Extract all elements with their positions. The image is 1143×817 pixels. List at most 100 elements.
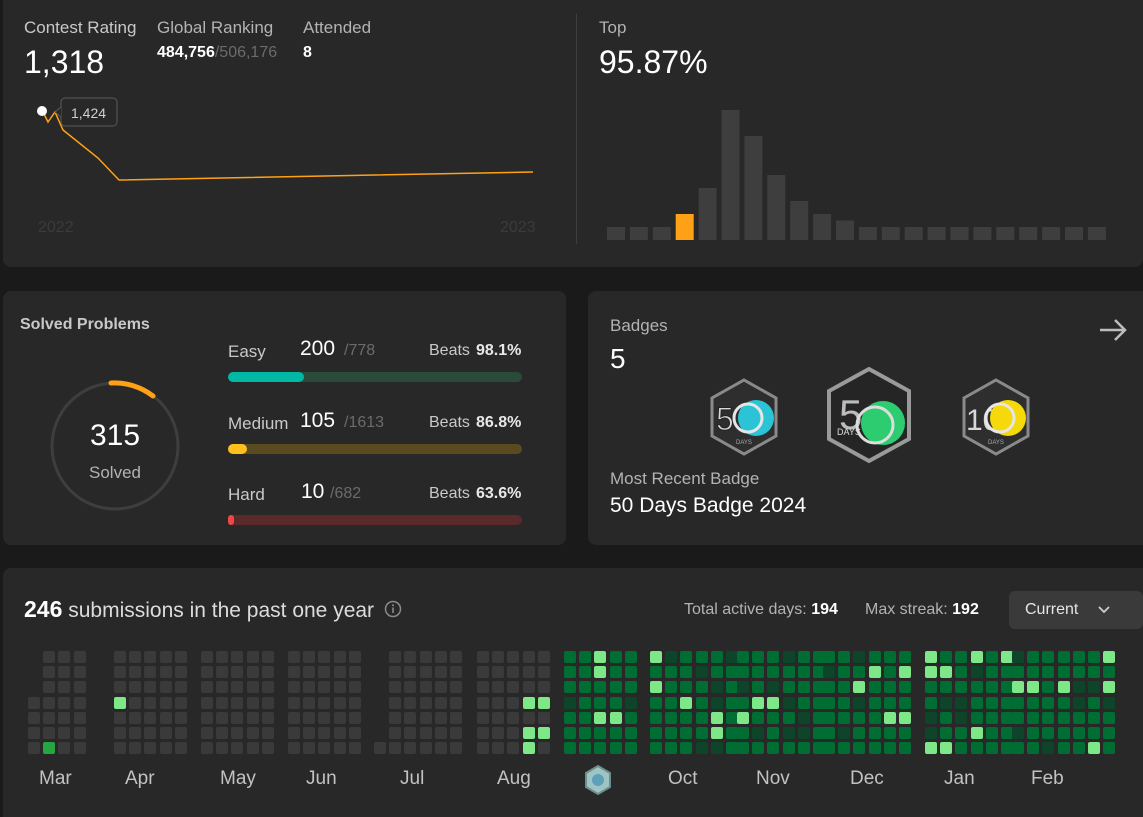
heatmap-day-cell[interactable]: [564, 666, 576, 679]
heatmap-day-cell[interactable]: [1072, 711, 1085, 724]
heatmap-day-cell[interactable]: [1103, 696, 1116, 709]
heatmap-day-cell[interactable]: [43, 711, 56, 724]
heatmap-day-cell[interactable]: [594, 711, 607, 724]
heatmap-day-cell[interactable]: [404, 651, 417, 663]
50-days-badge-icon[interactable]: 5 DAYS: [825, 367, 913, 465]
heatmap-day-cell[interactable]: [970, 742, 983, 755]
heatmap-day-cell[interactable]: [58, 711, 71, 724]
heatmap-day-cell[interactable]: [1012, 742, 1024, 755]
heatmap-day-cell[interactable]: [940, 696, 953, 709]
heatmap-day-cell[interactable]: [201, 727, 213, 739]
heatmap-day-cell[interactable]: [159, 696, 172, 709]
heatmap-day-cell[interactable]: [144, 681, 157, 694]
heatmap-day-cell[interactable]: [348, 742, 361, 755]
heatmap-day-cell[interactable]: [522, 711, 535, 724]
heatmap-day-cell[interactable]: [419, 696, 432, 709]
heatmap-day-cell[interactable]: [752, 742, 765, 755]
heatmap-day-cell[interactable]: [899, 666, 911, 679]
heatmap-day-cell[interactable]: [522, 727, 535, 739]
heatmap-day-cell[interactable]: [159, 681, 172, 694]
heatmap-day-cell[interactable]: [985, 742, 998, 755]
heatmap-day-cell[interactable]: [853, 666, 866, 679]
heatmap-day-cell[interactable]: [419, 666, 432, 679]
heatmap-day-cell[interactable]: [767, 651, 780, 663]
heatmap-day-cell[interactable]: [404, 681, 417, 694]
heatmap-day-cell[interactable]: [624, 711, 637, 724]
heatmap-day-cell[interactable]: [129, 666, 142, 679]
heatmap-day-cell[interactable]: [624, 651, 637, 663]
heatmap-day-cell[interactable]: [680, 727, 693, 739]
heatmap-day-cell[interactable]: [1042, 711, 1055, 724]
heatmap-day-cell[interactable]: [767, 727, 780, 739]
heatmap-day-cell[interactable]: [522, 696, 535, 709]
heatmap-day-cell[interactable]: [665, 742, 678, 755]
heatmap-day-cell[interactable]: [114, 696, 126, 709]
heatmap-day-cell[interactable]: [970, 711, 983, 724]
heatmap-day-cell[interactable]: [1088, 666, 1100, 679]
heatmap-day-cell[interactable]: [940, 711, 953, 724]
heatmap-day-cell[interactable]: [665, 666, 678, 679]
heatmap-day-cell[interactable]: [303, 666, 316, 679]
heatmap-day-cell[interactable]: [129, 711, 142, 724]
info-icon[interactable]: [384, 600, 402, 618]
heatmap-day-cell[interactable]: [419, 727, 432, 739]
heatmap-day-cell[interactable]: [970, 681, 983, 694]
heatmap-day-cell[interactable]: [389, 666, 402, 679]
heatmap-day-cell[interactable]: [1057, 666, 1070, 679]
heatmap-day-cell[interactable]: [450, 742, 462, 755]
heatmap-day-cell[interactable]: [159, 727, 172, 739]
heatmap-day-cell[interactable]: [579, 727, 592, 739]
heatmap-day-cell[interactable]: [537, 681, 550, 694]
heatmap-day-cell[interactable]: [201, 711, 213, 724]
heatmap-day-cell[interactable]: [665, 696, 678, 709]
heatmap-day-cell[interactable]: [288, 711, 300, 724]
heatmap-day-cell[interactable]: [261, 727, 274, 739]
heatmap-day-cell[interactable]: [1072, 696, 1085, 709]
heatmap-day-cell[interactable]: [246, 742, 259, 755]
heatmap-day-cell[interactable]: [564, 681, 576, 694]
heatmap-day-cell[interactable]: [838, 711, 851, 724]
heatmap-day-cell[interactable]: [624, 681, 637, 694]
heatmap-day-cell[interactable]: [1042, 727, 1055, 739]
heatmap-day-cell[interactable]: [797, 681, 810, 694]
heatmap-day-cell[interactable]: [782, 742, 795, 755]
heatmap-day-cell[interactable]: [1103, 651, 1116, 663]
heatmap-day-cell[interactable]: [899, 681, 911, 694]
heatmap-day-cell[interactable]: [492, 711, 505, 724]
heatmap-day-cell[interactable]: [261, 696, 274, 709]
heatmap-day-cell[interactable]: [507, 742, 520, 755]
heatmap-day-cell[interactable]: [434, 666, 447, 679]
heatmap-day-cell[interactable]: [883, 711, 896, 724]
heatmap-day-cell[interactable]: [73, 727, 86, 739]
heatmap-day-cell[interactable]: [492, 666, 505, 679]
heatmap-day-cell[interactable]: [823, 651, 835, 663]
heatmap-day-cell[interactable]: [1103, 711, 1116, 724]
heatmap-day-cell[interactable]: [1072, 742, 1085, 755]
heatmap-day-cell[interactable]: [695, 742, 708, 755]
heatmap-day-cell[interactable]: [985, 696, 998, 709]
heatmap-day-cell[interactable]: [1072, 727, 1085, 739]
heatmap-day-cell[interactable]: [813, 742, 825, 755]
heatmap-day-cell[interactable]: [43, 727, 56, 739]
heatmap-day-cell[interactable]: [58, 727, 71, 739]
heatmap-day-cell[interactable]: [782, 666, 795, 679]
heatmap-day-cell[interactable]: [1001, 711, 1013, 724]
heatmap-day-cell[interactable]: [1088, 727, 1100, 739]
heatmap-day-cell[interactable]: [129, 681, 142, 694]
heatmap-day-cell[interactable]: [450, 696, 462, 709]
heatmap-day-cell[interactable]: [726, 696, 738, 709]
heatmap-day-cell[interactable]: [710, 711, 723, 724]
heatmap-day-cell[interactable]: [650, 742, 662, 755]
heatmap-day-cell[interactable]: [348, 696, 361, 709]
heatmap-day-cell[interactable]: [43, 696, 56, 709]
heatmap-day-cell[interactable]: [1072, 681, 1085, 694]
heatmap-day-cell[interactable]: [537, 666, 550, 679]
heatmap-day-cell[interactable]: [261, 742, 274, 755]
heatmap-day-cell[interactable]: [813, 696, 825, 709]
heatmap-day-cell[interactable]: [1057, 651, 1070, 663]
heatmap-day-cell[interactable]: [767, 666, 780, 679]
heatmap-day-cell[interactable]: [477, 711, 489, 724]
heatmap-day-cell[interactable]: [216, 651, 229, 663]
heatmap-day-cell[interactable]: [609, 666, 622, 679]
heatmap-day-cell[interactable]: [318, 742, 331, 755]
